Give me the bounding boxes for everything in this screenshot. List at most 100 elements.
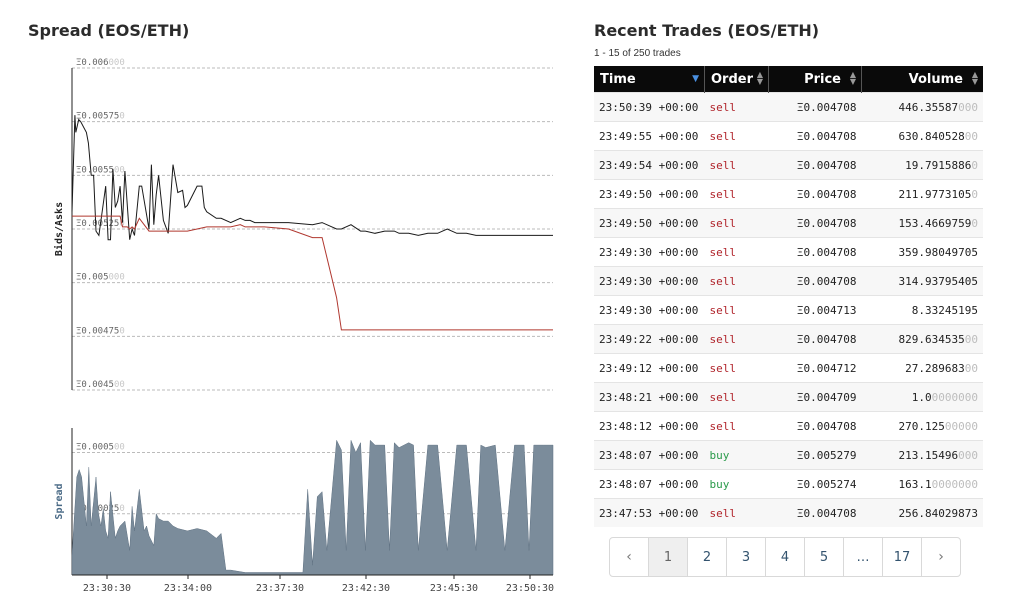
table-row: 23:49:54 +00:00 sell Ξ0.004708 19.79158860: [594, 150, 983, 180]
trade-price: Ξ0.004708: [768, 411, 862, 441]
trade-volume: 8.33245195: [861, 295, 983, 325]
page-button-1[interactable]: 1: [649, 538, 688, 576]
col-volume-label: Volume: [908, 71, 963, 87]
trade-order: sell: [704, 353, 769, 383]
y-tick-label: Ξ0.005000: [76, 273, 125, 283]
trade-volume: 256.84029873: [861, 498, 983, 527]
trade-time: 23:48:07 +00:00: [594, 440, 705, 470]
y-tick-value: Ξ0.0005: [76, 443, 114, 453]
col-price-label: Price: [804, 71, 841, 87]
pagination: ‹ 1 2 3 4 5… 17 ›: [609, 537, 961, 577]
trade-time: 23:48:07 +00:00: [594, 469, 705, 499]
table-row: 23:49:12 +00:00 sell Ξ0.004712 27.28968300: [594, 353, 983, 383]
table-row: 23:49:50 +00:00 sell Ξ0.004708 211.97731050: [594, 179, 983, 209]
trade-volume-value: 256.84029873: [898, 506, 978, 520]
y-tick-padding: 00: [114, 443, 125, 453]
page-button-2[interactable]: 2: [688, 538, 727, 576]
y-tick-value: Ξ0.00575: [76, 112, 119, 122]
page-button-4[interactable]: 4: [766, 538, 805, 576]
trade-volume: 27.28968300: [861, 353, 983, 383]
trade-volume: 446.35587000: [861, 92, 983, 122]
y-tick-padding: 0: [119, 326, 124, 336]
y-tick-padding: 00: [114, 165, 125, 175]
trades-count: 1 - 15 of 250 trades: [594, 48, 681, 59]
y-tick-value: Ξ0.0045: [76, 380, 114, 390]
col-time-label: Time: [600, 71, 636, 87]
sort-icon: ▲ ▼: [849, 70, 856, 86]
next-page-button[interactable]: ›: [938, 549, 944, 565]
table-row: 23:49:30 +00:00 sell Ξ0.004708 359.98049705: [594, 237, 983, 267]
y-tick-value: Ξ0.005: [76, 273, 109, 283]
x-tick-label: 23:34:00: [164, 583, 212, 594]
x-tick-label: 23:45:30: [430, 583, 478, 594]
trade-time: 23:50:39 +00:00: [594, 92, 705, 122]
trade-volume-padding: 000: [958, 100, 978, 114]
trade-volume-value: 829.634535: [898, 332, 965, 346]
trade-time: 23:49:50 +00:00: [594, 208, 705, 238]
trade-volume: 630.84052800: [861, 121, 983, 151]
trade-order: sell: [704, 92, 769, 122]
table-header-row: Time ▼ Order ▲ ▼ Price ▲ ▼ Volume ▲ ▼: [594, 66, 983, 93]
spread-title: Spread (EOS/ETH): [28, 21, 190, 40]
trades-title: Recent Trades (EOS/ETH): [594, 21, 820, 40]
y-tick-padding: 000: [109, 273, 125, 283]
col-order-header[interactable]: Order ▲ ▼: [704, 66, 769, 93]
trade-volume-value: 19.7915886: [905, 158, 972, 172]
trade-time: 23:49:30 +00:00: [594, 266, 705, 296]
table-row: 23:50:39 +00:00 sell Ξ0.004708 446.35587000: [594, 92, 983, 122]
col-price-header[interactable]: Price ▲ ▼: [768, 66, 862, 93]
trade-price: Ξ0.004709: [768, 382, 862, 412]
trade-volume-value: 314.93795405: [898, 274, 978, 288]
trade-price: Ξ0.004708: [768, 92, 862, 122]
trade-volume: 211.97731050: [861, 179, 983, 209]
y-tick-padding: 000: [109, 58, 125, 68]
y-tick-label: Ξ0.005500: [76, 165, 125, 175]
trade-order: sell: [704, 150, 769, 180]
trade-volume-padding: 0: [971, 187, 978, 201]
y-tick-padding: 0: [119, 504, 124, 514]
page-button-5[interactable]: 5: [805, 538, 844, 576]
table-row: 23:48:21 +00:00 sell Ξ0.004709 1.00000000: [594, 382, 983, 412]
page-button-17[interactable]: 17: [883, 538, 922, 576]
y-tick-value: Ξ0.00525: [76, 219, 119, 229]
trade-price: Ξ0.005279: [768, 440, 862, 470]
page-ellipsis[interactable]: …: [844, 538, 883, 576]
trade-price: Ξ0.004708: [768, 237, 862, 267]
trade-volume: 1.00000000: [861, 382, 983, 412]
trade-time: 23:49:54 +00:00: [594, 150, 705, 180]
trade-order: sell: [704, 237, 769, 267]
trade-price: Ξ0.004708: [768, 121, 862, 151]
trade-volume-padding: 00: [964, 129, 978, 143]
table-row: 23:49:22 +00:00 sell Ξ0.004708 829.63453500: [594, 324, 983, 354]
trade-time: 23:49:50 +00:00: [594, 179, 705, 209]
trade-volume-value: 27.289683: [905, 361, 965, 375]
trade-price: Ξ0.004713: [768, 295, 862, 325]
trade-order: sell: [704, 295, 769, 325]
recent-trades-table: Time ▼ Order ▲ ▼ Price ▲ ▼ Volume ▲ ▼ 23:50…: [594, 66, 983, 527]
trade-volume: 359.98049705: [861, 237, 983, 267]
table-row: 23:47:53 +00:00 sell Ξ0.004708 256.84029873: [594, 498, 983, 527]
trade-volume-value: 270.125: [898, 419, 945, 433]
trade-order: sell: [704, 498, 769, 527]
col-time-header[interactable]: Time ▼: [594, 66, 705, 93]
trade-price: Ξ0.004708: [768, 179, 862, 209]
table-row: 23:49:30 +00:00 sell Ξ0.004708 314.93795405: [594, 266, 983, 296]
spread-area: [71, 439, 554, 576]
y-tick-label: Ξ0.006000: [76, 58, 125, 68]
x-tick-label: 23:37:30: [256, 583, 304, 594]
trade-time: 23:49:12 +00:00: [594, 353, 705, 383]
trade-price: Ξ0.004708: [768, 208, 862, 238]
y-tick-label: Ξ0.005750: [76, 112, 125, 122]
series-line-0: [71, 115, 553, 241]
col-volume-header[interactable]: Volume ▲ ▼: [861, 66, 983, 93]
x-tick-label: 23:50:30: [506, 583, 554, 594]
y-tick-padding: 0: [119, 112, 124, 122]
trade-volume-padding: 00: [964, 332, 978, 346]
prev-page-button[interactable]: ‹: [610, 538, 649, 576]
trade-price: Ξ0.004708: [768, 266, 862, 296]
trade-volume-padding: 000: [958, 448, 978, 462]
y-axis-label: Bids/Asks: [53, 202, 65, 256]
page-button-3[interactable]: 3: [727, 538, 766, 576]
sort-desc-icon: ▼: [692, 74, 699, 84]
trade-order: sell: [704, 382, 769, 412]
